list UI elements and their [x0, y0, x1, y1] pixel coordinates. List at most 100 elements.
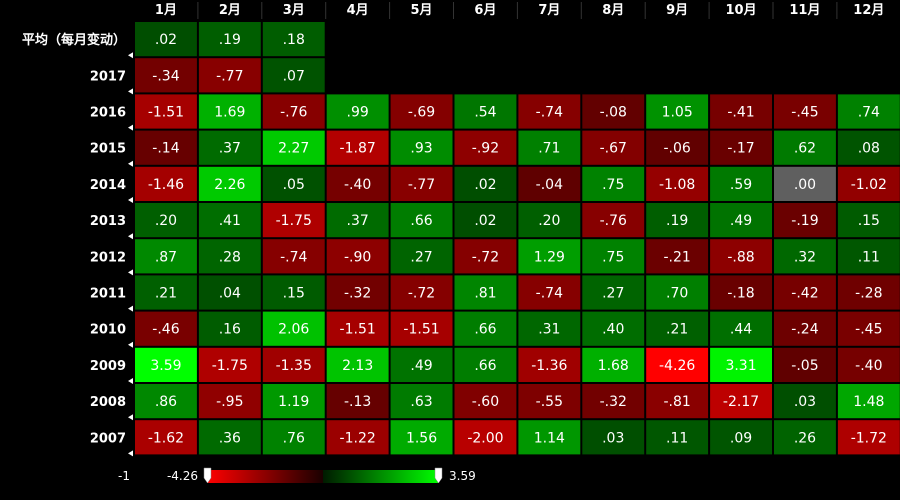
heatmap-cell[interactable]	[710, 203, 772, 238]
heatmap-cell[interactable]	[390, 311, 453, 346]
heatmap-cell[interactable]	[837, 347, 900, 382]
heatmap-cell[interactable]	[582, 311, 645, 346]
heatmap-cell[interactable]	[774, 166, 836, 201]
heatmap-cell[interactable]	[198, 347, 261, 382]
heatmap-cell[interactable]	[198, 94, 261, 129]
heatmap-cell[interactable]	[582, 347, 645, 382]
heatmap-cell[interactable]	[135, 94, 197, 129]
heatmap-cell[interactable]	[262, 384, 325, 419]
heatmap-cell[interactable]	[454, 130, 517, 165]
heatmap-cell[interactable]	[774, 347, 836, 382]
heatmap-cell[interactable]	[390, 94, 453, 129]
heatmap-cell[interactable]	[262, 203, 325, 238]
heatmap-cell[interactable]	[454, 94, 517, 129]
heatmap-cell[interactable]	[710, 420, 772, 455]
heatmap-cell[interactable]	[198, 239, 261, 274]
heatmap-cell[interactable]	[135, 420, 197, 455]
heatmap-cell[interactable]	[326, 166, 389, 201]
heatmap-cell[interactable]	[198, 130, 261, 165]
heatmap-cell[interactable]	[518, 94, 581, 129]
heatmap-cell[interactable]	[646, 347, 709, 382]
heatmap-cell[interactable]	[390, 130, 453, 165]
legend-max-handle[interactable]	[434, 467, 443, 484]
heatmap-cell[interactable]	[774, 275, 836, 310]
heatmap-cell[interactable]	[646, 384, 709, 419]
heatmap-cell[interactable]	[262, 275, 325, 310]
heatmap-cell[interactable]	[262, 22, 325, 57]
heatmap-cell[interactable]	[518, 384, 581, 419]
heatmap-cell[interactable]	[454, 311, 517, 346]
heatmap-cell[interactable]	[774, 94, 836, 129]
heatmap-cell[interactable]	[454, 239, 517, 274]
heatmap-cell[interactable]	[326, 130, 389, 165]
heatmap-cell[interactable]	[454, 420, 517, 455]
heatmap-cell[interactable]	[454, 384, 517, 419]
legend-min-handle[interactable]	[203, 467, 212, 484]
heatmap-cell[interactable]	[262, 239, 325, 274]
heatmap-cell[interactable]	[326, 420, 389, 455]
heatmap-cell[interactable]	[710, 384, 772, 419]
heatmap-cell[interactable]	[518, 275, 581, 310]
heatmap-cell[interactable]	[390, 275, 453, 310]
heatmap-cell[interactable]	[646, 275, 709, 310]
heatmap-cell[interactable]	[646, 203, 709, 238]
heatmap-cell[interactable]	[198, 384, 261, 419]
heatmap-cell[interactable]	[135, 130, 197, 165]
heatmap-cell[interactable]	[390, 203, 453, 238]
heatmap-cell[interactable]	[390, 239, 453, 274]
heatmap-cell[interactable]	[135, 275, 197, 310]
heatmap-cell[interactable]	[582, 130, 645, 165]
heatmap-cell[interactable]	[518, 311, 581, 346]
heatmap-cell[interactable]	[326, 239, 389, 274]
heatmap-cell[interactable]	[710, 94, 772, 129]
heatmap-cell[interactable]	[518, 166, 581, 201]
heatmap-cell[interactable]	[198, 420, 261, 455]
heatmap-cell[interactable]	[710, 239, 772, 274]
heatmap-cell[interactable]	[646, 311, 709, 346]
heatmap-cell[interactable]	[518, 203, 581, 238]
heatmap-cell[interactable]	[198, 311, 261, 346]
heatmap-cell[interactable]	[454, 203, 517, 238]
heatmap-cell[interactable]	[774, 239, 836, 274]
heatmap-cell[interactable]	[454, 166, 517, 201]
heatmap-cell[interactable]	[518, 130, 581, 165]
heatmap-cell[interactable]	[518, 420, 581, 455]
heatmap-cell[interactable]	[582, 94, 645, 129]
heatmap-cell[interactable]	[135, 58, 197, 93]
heatmap-cell[interactable]	[837, 203, 900, 238]
heatmap-cell[interactable]	[837, 420, 900, 455]
heatmap-cell[interactable]	[518, 239, 581, 274]
heatmap-cell[interactable]	[262, 94, 325, 129]
heatmap-cell[interactable]	[326, 203, 389, 238]
heatmap-cell[interactable]	[135, 311, 197, 346]
heatmap-cell[interactable]	[582, 384, 645, 419]
heatmap-cell[interactable]	[646, 239, 709, 274]
heatmap-cell[interactable]	[710, 275, 772, 310]
heatmap-cell[interactable]	[837, 311, 900, 346]
heatmap-cell[interactable]	[774, 311, 836, 346]
heatmap-cell[interactable]	[262, 420, 325, 455]
heatmap-cell[interactable]	[774, 420, 836, 455]
heatmap-cell[interactable]	[326, 384, 389, 419]
heatmap-cell[interactable]	[774, 130, 836, 165]
heatmap-cell[interactable]	[326, 311, 389, 346]
heatmap-cell[interactable]	[135, 347, 197, 382]
heatmap-cell[interactable]	[135, 166, 197, 201]
heatmap-cell[interactable]	[454, 347, 517, 382]
heatmap-cell[interactable]	[646, 94, 709, 129]
heatmap-cell[interactable]	[774, 384, 836, 419]
heatmap-cell[interactable]	[135, 203, 197, 238]
heatmap-cell[interactable]	[774, 203, 836, 238]
heatmap-cell[interactable]	[135, 239, 197, 274]
heatmap-cell[interactable]	[198, 166, 261, 201]
heatmap-cell[interactable]	[837, 384, 900, 419]
heatmap-cell[interactable]	[582, 275, 645, 310]
heatmap-cell[interactable]	[837, 166, 900, 201]
heatmap-cell[interactable]	[390, 384, 453, 419]
heatmap-cell[interactable]	[646, 420, 709, 455]
heatmap-cell[interactable]	[390, 347, 453, 382]
heatmap-cell[interactable]	[198, 58, 261, 93]
heatmap-cell[interactable]	[710, 130, 772, 165]
heatmap-cell[interactable]	[582, 420, 645, 455]
heatmap-cell[interactable]	[262, 58, 325, 93]
